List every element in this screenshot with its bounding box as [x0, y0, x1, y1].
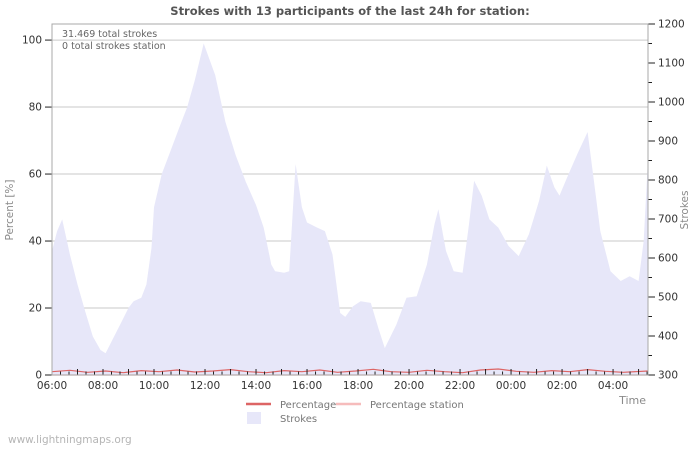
right-tick-label: 1000	[658, 97, 685, 109]
right-tick-label: 800	[658, 175, 678, 187]
right-tick-label: 400	[658, 331, 678, 343]
left-tick-label: 40	[29, 236, 42, 248]
legend-label-percentage: Percentage	[280, 400, 336, 411]
right-tick-label: 900	[658, 136, 678, 148]
x-tick-label: 16:00	[292, 380, 322, 392]
left-tick-label: 0	[35, 370, 42, 382]
x-tick-label: 08:00	[88, 380, 118, 392]
legend-label-percentage-station: Percentage station	[370, 400, 464, 411]
left-tick-label: 60	[29, 169, 42, 181]
x-axis-title: Time	[618, 394, 646, 407]
x-tick-label: 12:00	[190, 380, 220, 392]
x-tick-label: 04:00	[598, 380, 628, 392]
left-axis-title: Percent [%]	[4, 179, 16, 240]
plot-border	[51, 23, 649, 376]
x-tick-label: 22:00	[445, 380, 475, 392]
x-tick-label: 20:00	[394, 380, 424, 392]
x-tick-label: 18:00	[343, 380, 373, 392]
x-tick-label: 02:00	[547, 380, 577, 392]
right-tick-label: 700	[658, 214, 678, 226]
x-tick-label: 10:00	[139, 380, 169, 392]
percentage-line	[51, 368, 649, 374]
annotation-total-strokes-station: 0 total strokes station	[62, 41, 166, 52]
chart-title: Strokes with 13 participants of the last…	[170, 4, 529, 18]
legend-swatch-strokes	[247, 412, 261, 424]
annotation-total-strokes: 31.469 total strokes	[62, 29, 157, 40]
right-axis-title: Strokes	[679, 191, 691, 230]
watermark: www.lightningmaps.org	[8, 434, 132, 446]
right-tick-label: 500	[658, 292, 678, 304]
strokes-area	[52, 43, 648, 375]
right-tick-label: 300	[658, 370, 678, 382]
left-tick-label: 80	[29, 102, 42, 114]
left-tick-label: 20	[29, 303, 42, 315]
x-tick-label: 14:00	[241, 380, 271, 392]
left-tick-label: 100	[22, 35, 42, 47]
x-tick-label: 06:00	[37, 380, 67, 392]
x-tick-label: 00:00	[496, 380, 526, 392]
axis-tick-labels: 06:00 08:00 10:00 12:00 14:00 16:00 18:00 20:00…	[22, 19, 685, 393]
right-tick-label: 600	[658, 253, 678, 265]
legend-label-strokes: Strokes	[280, 414, 317, 425]
right-tick-label: 1200	[658, 19, 685, 31]
right-tick-label: 1100	[658, 58, 685, 70]
strokes-area-series	[52, 43, 648, 375]
legend: Percentage Percentage station Strokes	[246, 400, 464, 425]
axis-ticks	[45, 23, 655, 376]
